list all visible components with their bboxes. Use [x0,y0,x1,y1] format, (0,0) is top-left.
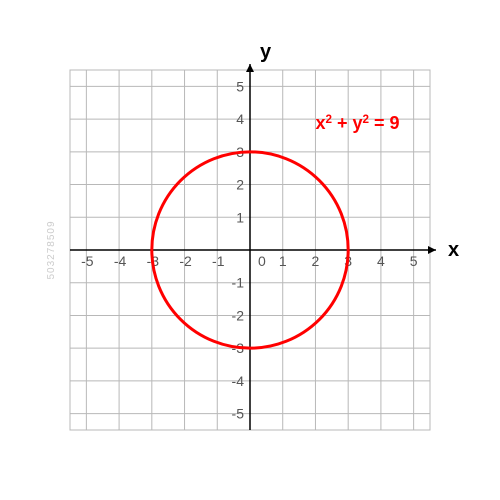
watermark-text: 503278509 [46,220,57,279]
plot-svg: -5-4-3-2-101234512345-1-2-3-4-5xyx2 + y2… [30,30,470,470]
y-tick-label: 4 [236,111,244,127]
y-tick-label: -5 [232,406,245,422]
y-tick-label: -1 [232,275,245,291]
x-axis-label: x [448,239,459,261]
equation-label: x2 + y2 = 9 [315,112,399,133]
y-tick-label: -2 [232,307,245,323]
y-axis-label: y [260,41,272,63]
x-tick-label: -2 [179,253,192,269]
x-tick-label: 0 [258,253,266,269]
x-tick-label: -5 [81,253,94,269]
y-tick-label: 5 [236,78,244,94]
x-tick-label: -1 [212,253,225,269]
x-tick-label: 4 [377,253,385,269]
x-axis-arrow [428,246,436,254]
y-tick-label: 2 [236,177,244,193]
x-tick-label: 2 [312,253,320,269]
coordinate-plot: -5-4-3-2-101234512345-1-2-3-4-5xyx2 + y2… [30,30,470,470]
y-axis-arrow [246,64,254,72]
y-tick-label: 1 [236,209,244,225]
y-tick-label: -4 [232,373,245,389]
x-tick-label: 5 [410,253,418,269]
x-tick-label: 1 [279,253,287,269]
x-tick-label: -4 [114,253,127,269]
